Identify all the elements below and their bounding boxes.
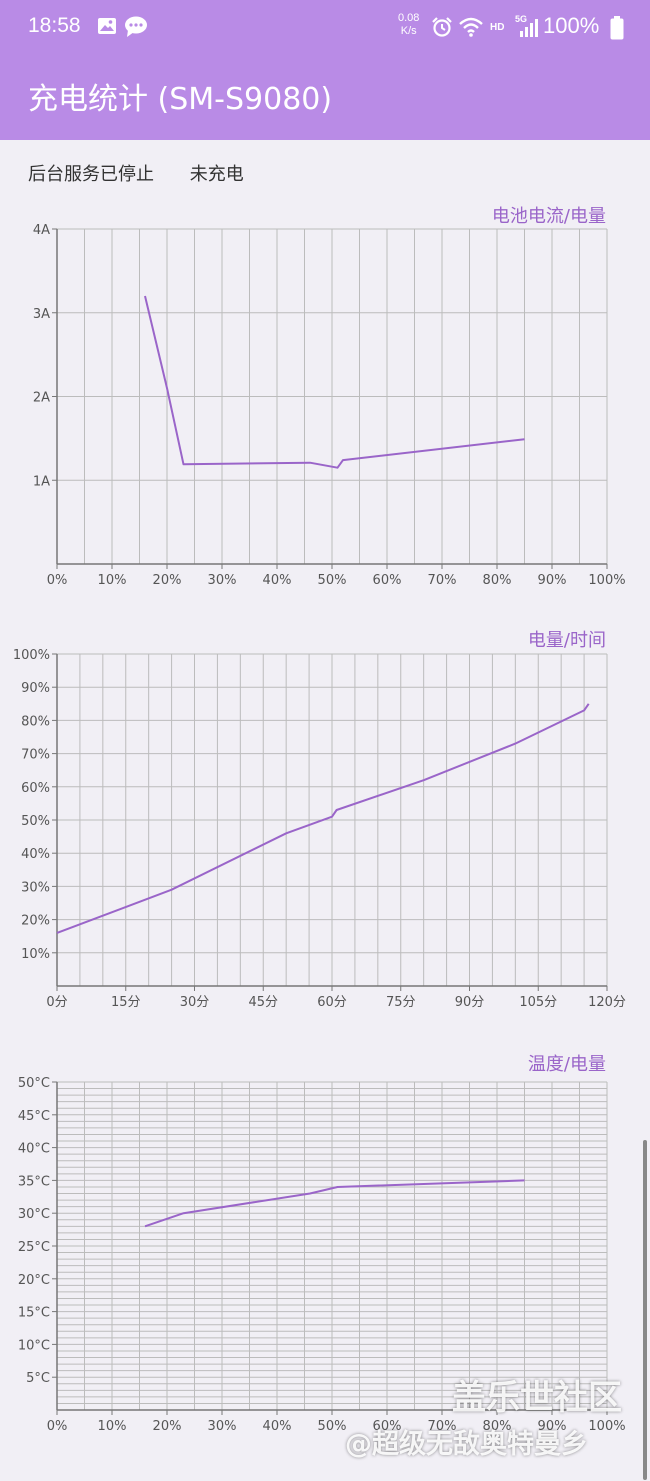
x-tick-label: 0% (47, 573, 68, 588)
temperature-vs-level-chart: 0% 10% 20% 30% 40% 50% 60% 70% 80% 90% 100% 5°C 10°C… (18, 1076, 626, 1434)
x-tick-label: 45分 (248, 995, 278, 1010)
network-type-label: 5G (515, 14, 528, 24)
service-status: 后台服务已停止 (28, 164, 154, 185)
x-tick-label: 75分 (386, 995, 416, 1010)
chart-title-temperature: 温度/电量 (527, 1054, 606, 1075)
y-tick-label: 35°C (18, 1174, 50, 1189)
x-tick-label: 60% (373, 573, 402, 588)
alarm-icon (432, 17, 452, 37)
app-bar: 充电统计 (SM-S9080) (0, 58, 650, 140)
x-tick-label: 60分 (317, 995, 347, 1010)
y-tick-label: 10°C (18, 1338, 50, 1353)
y-tick-label: 60% (21, 781, 50, 796)
gallery-icon (98, 18, 116, 34)
level-vs-time-chart: 0分 15分 30分 45分 60分 75分 90分 105分 120分 10% 20% 30% 40%… (13, 648, 626, 1010)
x-tick-label: 20% (153, 1419, 182, 1434)
status-bar: 18:58 0.08 K/s HD 5G 100% (0, 0, 650, 58)
y-tick-label: 20% (21, 914, 50, 929)
y-tick-label: 50% (21, 814, 50, 829)
x-tick-label: 90分 (455, 995, 485, 1010)
x-tick-label: 30% (208, 573, 237, 588)
x-tick-label: 30分 (180, 995, 210, 1010)
y-tick-label: 20°C (18, 1273, 50, 1288)
status-time: 18:58 (28, 14, 81, 37)
network-speed-value: 0.08 (398, 12, 420, 24)
x-tick-label: 15分 (111, 995, 141, 1010)
y-tick-label: 4A (33, 223, 50, 238)
current-vs-level-chart: 0% 10% 20% 30% 40% 50% 60% 70% 80% 90% 100% 1A 2A 3A 4… (33, 223, 626, 588)
series-line (56, 703, 590, 934)
charging-status-row: 后台服务已停止 未充电 (28, 160, 274, 186)
x-tick-label: 40% (263, 573, 292, 588)
battery-percentage: 100% (543, 13, 600, 38)
signal-icon (520, 19, 538, 37)
y-tick-label: 40% (21, 847, 50, 862)
page-title: 充电统计 (SM-S9080) (28, 82, 333, 117)
x-tick-label: 10% (98, 573, 127, 588)
y-tick-label: 40°C (18, 1142, 50, 1157)
y-tick-label: 70% (21, 748, 50, 763)
scrollbar[interactable] (643, 1140, 647, 1480)
x-tick-label: 50% (318, 573, 347, 588)
chart-title-level-time: 电量/时间 (527, 630, 606, 651)
series-line (144, 1179, 525, 1228)
x-tick-label: 90% (538, 573, 567, 588)
x-tick-label: 105分 (519, 995, 557, 1010)
x-tick-label: 70% (428, 573, 457, 588)
message-icon (125, 16, 147, 37)
chart-title-current: 电池电流/电量 (491, 206, 606, 227)
x-tick-label: 0% (47, 1419, 68, 1434)
y-tick-label: 80% (21, 714, 50, 729)
battery-icon (610, 16, 624, 40)
y-tick-label: 30°C (18, 1207, 50, 1222)
y-tick-label: 90% (21, 681, 50, 696)
x-tick-label: 100% (588, 1419, 625, 1434)
watermark-community: 盖乐世社区 (452, 1378, 622, 1418)
charging-status: 未充电 (189, 164, 244, 185)
y-tick-label: 25°C (18, 1240, 50, 1255)
y-tick-label: 30% (21, 880, 50, 895)
x-tick-label: 40% (263, 1419, 292, 1434)
y-tick-label: 5°C (26, 1371, 50, 1386)
y-tick-label: 100% (13, 648, 50, 663)
network-speed-unit: K/s (400, 25, 417, 37)
watermark-author: @超级无敌奥特曼乡 (345, 1429, 588, 1460)
y-tick-label: 15°C (18, 1306, 50, 1321)
x-tick-label: 50% (318, 1419, 347, 1434)
x-tick-label: 0分 (46, 995, 67, 1010)
y-tick-label: 2A (33, 391, 50, 406)
network-speed: 0.08 K/s (398, 12, 419, 38)
hd-label: HD (490, 22, 505, 33)
x-tick-label: 20% (153, 573, 182, 588)
wifi-icon (459, 17, 483, 37)
x-tick-label: 90% (538, 1419, 567, 1434)
y-tick-label: 10% (21, 947, 50, 962)
y-tick-label: 45°C (18, 1109, 50, 1124)
y-tick-label: 3A (33, 307, 50, 322)
y-tick-label: 50°C (18, 1076, 50, 1091)
x-tick-label: 100% (588, 573, 625, 588)
x-tick-label: 30% (208, 1419, 237, 1434)
x-tick-label: 10% (98, 1419, 127, 1434)
x-tick-label: 70% (428, 1419, 457, 1434)
x-tick-label: 60% (373, 1419, 402, 1434)
x-tick-label: 80% (483, 1419, 512, 1434)
x-tick-label: 80% (483, 573, 512, 588)
y-tick-label: 1A (33, 474, 50, 489)
series-line (144, 295, 525, 469)
x-tick-label: 120分 (588, 995, 626, 1010)
